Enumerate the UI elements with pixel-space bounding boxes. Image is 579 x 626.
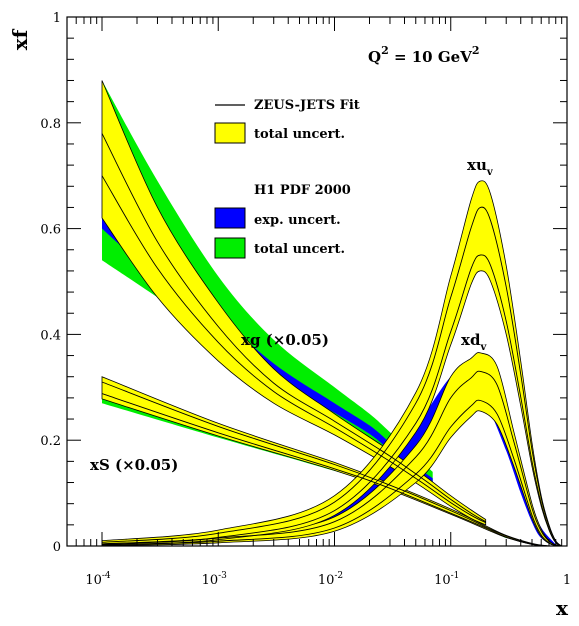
y-tick-label: 0 [53, 540, 61, 555]
y-axis-title: xf [8, 28, 32, 50]
xg-zeus-line-lower [101, 175, 486, 524]
scale-label: Q2 = 10 GeV2 [368, 44, 480, 66]
x-tick-label: 10-2 [318, 571, 343, 588]
y-tick-label: 0.8 [40, 117, 61, 132]
xuv-zeus-line-lower [101, 254, 562, 547]
scale-label-rhs: = 10 GeV [389, 48, 472, 66]
legend-h1-exp-swatch [214, 207, 246, 229]
plot-frame [66, 16, 568, 547]
xg-zeus-band [101, 80, 487, 526]
y-tick-label: 0.6 [40, 223, 61, 238]
x-tick-label: 10-3 [202, 571, 228, 588]
legend-h1-title: H1 PDF 2000 [254, 183, 351, 198]
legend-zeus-total-swatch [214, 122, 246, 144]
curve-label-xuv-main: xu [467, 156, 487, 174]
legend-h1-exp-label: exp. uncert. [254, 213, 341, 228]
legend-zeus-fit-label: ZEUS-JETS Fit [254, 98, 360, 113]
legend: ZEUS-JETS Fit total uncert. H1 PDF 2000 … [214, 98, 360, 259]
xuv-zeus-line-upper [101, 206, 562, 547]
y-tick-label: 0.2 [40, 434, 61, 449]
xS-zeus-line-lower [101, 393, 550, 547]
y-tick-label: 0.4 [40, 328, 61, 343]
legend-zeus-total-label: total uncert. [254, 127, 345, 142]
curve-label-xdv-sub: v [479, 342, 487, 353]
legend-h1-total-label: total uncert. [254, 242, 345, 257]
scale-label-lhs-exp: 2 [381, 44, 389, 57]
curve-label-xdv-main: xd [461, 331, 481, 349]
curve-label-xuv: xuv [467, 156, 494, 178]
curve-label-xuv-sub: v [486, 167, 494, 178]
scale-label-lhs: Q [368, 48, 381, 66]
lines-layer [101, 133, 562, 547]
curve-label-xs: xS (×0.05) [90, 456, 178, 474]
x-tick-label: 10-4 [85, 571, 111, 588]
x-axis-title: x [556, 596, 569, 620]
x-tick-label: 1 [563, 573, 571, 588]
xS-zeus-line-upper [101, 381, 550, 547]
xdv-zeus-line-lower [101, 399, 562, 547]
xg-zeus-line-upper [101, 133, 486, 523]
ticks-layer: 0 0.2 0.4 0.6 0.8 1 10-4 10-3 10-2 10-1 1 [40, 11, 571, 588]
curve-label-xdv: xdv [461, 331, 487, 353]
scale-label-rhs-exp: 2 [472, 44, 480, 57]
x-tick-label: 10-1 [434, 571, 459, 588]
y-tick-label: 1 [53, 11, 61, 26]
xdv-zeus-line-upper [101, 370, 562, 547]
legend-h1-total-swatch [214, 237, 246, 259]
curve-label-xg: xg (×0.05) [241, 331, 329, 349]
